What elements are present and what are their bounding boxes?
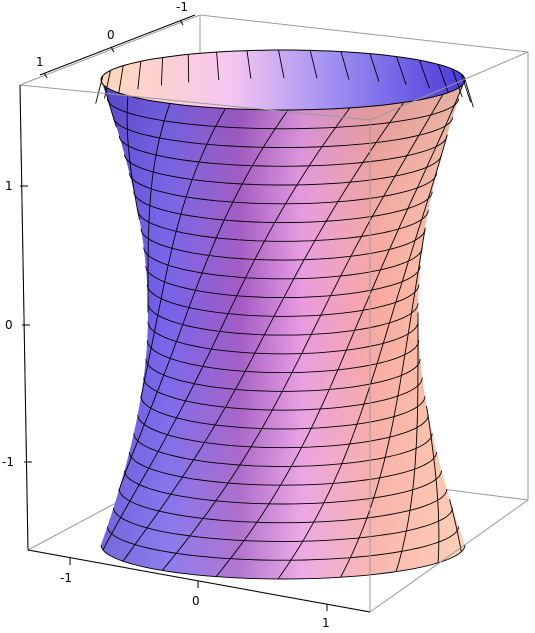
inner-mesh-ruling: [369, 53, 380, 82]
mesh-ring: [143, 247, 423, 280]
top-tick-0: 0: [107, 28, 115, 42]
mesh-ring: [124, 154, 442, 186]
mesh-ruling: [449, 499, 462, 552]
mesh-ring: [147, 303, 419, 336]
mesh-ring: [146, 340, 420, 374]
top-tick-1: 1: [36, 55, 44, 69]
mesh-ring: [113, 117, 453, 148]
left-tick-1: 1: [5, 179, 13, 193]
mesh-ruling: [122, 102, 405, 562]
mesh-ruling: [395, 312, 419, 572]
mesh-ring: [140, 228, 426, 261]
outer-surface-shading: [101, 80, 465, 579]
inner-mesh-ruling: [118, 65, 124, 94]
bottom-tick-0: 0: [192, 594, 200, 608]
mesh-ring: [106, 98, 460, 130]
inner-mesh-ruling: [464, 79, 474, 108]
mesh-ring: [147, 321, 419, 355]
inner-mesh-ruling: [309, 50, 318, 79]
left-tick-neg1: -1: [2, 455, 14, 469]
bottom-tick-1: 1: [322, 616, 330, 630]
inner-mesh-ruling: [160, 57, 164, 86]
left-axis: 1 0 -1: [2, 84, 32, 551]
mesh-ruling: [277, 134, 448, 580]
mesh-ring: [106, 526, 460, 561]
mesh-ring: [128, 451, 438, 486]
mesh-ring: [143, 377, 423, 411]
mesh-ruling: [102, 107, 351, 551]
inner-ruling-mesh-lines: [95, 49, 474, 108]
mesh-ruling: [215, 84, 464, 577]
tick-mark: [179, 19, 184, 26]
mesh-ruling: [426, 405, 440, 563]
inner-mesh-ruling: [137, 61, 142, 90]
inner-mesh-ruling: [396, 56, 407, 85]
mesh-ring: [140, 396, 426, 430]
mesh-ring: [118, 135, 448, 167]
inner-mesh-ruling: [187, 54, 190, 83]
mesh-ring: [113, 507, 453, 542]
inner-mesh-ruling: [95, 75, 104, 104]
horizontal-mesh-lines: [100, 98, 466, 580]
mesh-ring: [118, 489, 448, 524]
mesh-ring: [128, 172, 438, 205]
inner-mesh-ruling: [437, 64, 449, 93]
inner-mesh-ruling: [246, 50, 252, 79]
inner-mesh-ruling: [460, 73, 472, 103]
tick-mark: [43, 72, 48, 79]
mesh-ruling: [147, 103, 171, 313]
ruling-mesh-lines: [102, 84, 464, 580]
hyperboloid-surface: [95, 49, 474, 580]
mesh-ruling: [340, 227, 426, 578]
mesh-ring: [137, 210, 429, 242]
top-tick-neg1: -1: [176, 0, 188, 14]
inner-mesh-ruling: [419, 60, 430, 89]
mesh-ruling: [126, 95, 140, 220]
left-tick-0: 0: [5, 318, 13, 332]
mesh-ruling: [118, 109, 289, 492]
mesh-ruling: [161, 94, 444, 571]
top-rim: [100, 49, 466, 111]
tick-mark: [110, 46, 115, 53]
inner-mesh-ruling: [451, 68, 463, 98]
mesh-ring: [124, 470, 442, 505]
bottom-axis: -1 0 1: [27, 549, 371, 630]
mesh-ring: [146, 284, 420, 317]
inner-mesh-ruling: [278, 49, 285, 79]
mesh-ring: [133, 433, 433, 467]
mesh-ruling: [140, 108, 226, 399]
mesh-ruling: [104, 85, 117, 128]
top-axis: -1 0 1: [36, 0, 196, 79]
mesh-ring: [133, 191, 433, 224]
inner-mesh-ruling: [340, 51, 350, 80]
bottom-tick-neg1: -1: [60, 571, 72, 585]
mesh-ring: [137, 414, 429, 449]
inner-mesh-ruling: [216, 52, 220, 81]
